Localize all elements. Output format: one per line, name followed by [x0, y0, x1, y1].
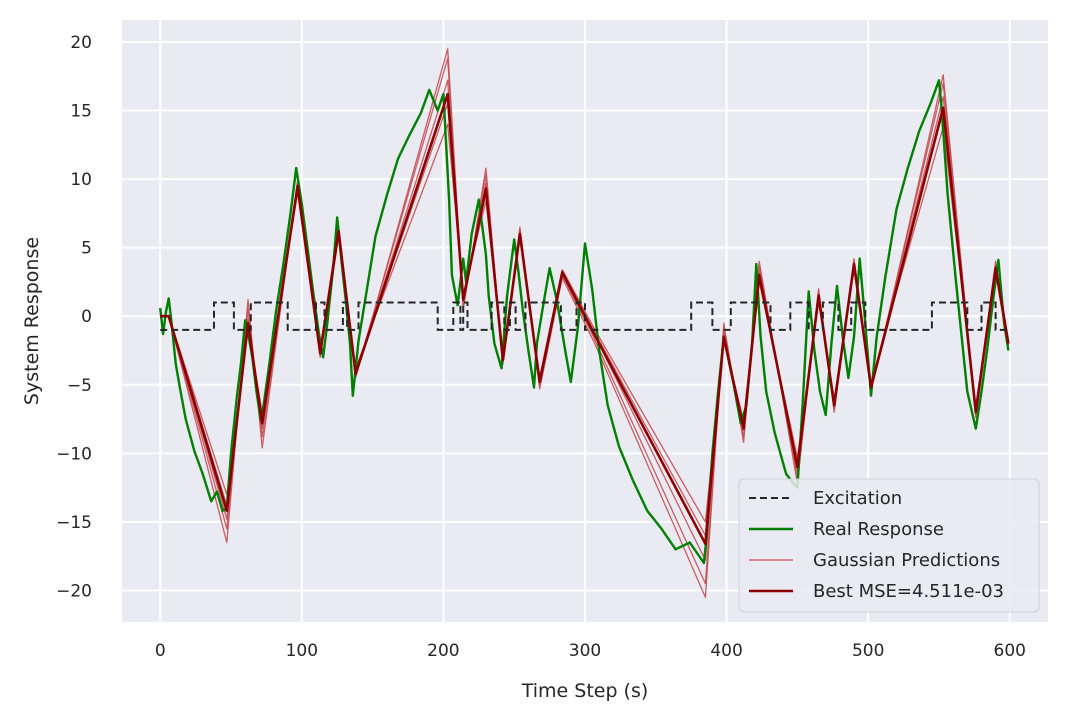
y-tick-label: 10 — [70, 170, 92, 190]
best-mse-line — [160, 92, 1010, 546]
series-layer — [159, 48, 1010, 598]
y-tick-label: 0 — [81, 307, 92, 327]
legend: Excitation Real Response Gaussian Predicti… — [738, 478, 1040, 613]
real-response-line — [159, 79, 1010, 565]
x-tick-labels: 0 100 200 300 400 500 600 — [155, 641, 1026, 661]
legend-label-gaussian: Gaussian Predictions — [813, 550, 1000, 571]
legend-label-real: Real Response — [813, 519, 944, 540]
y-tick-label: 15 — [70, 102, 92, 122]
y-tick-label: −5 — [67, 376, 92, 396]
excitation-line — [160, 301, 1007, 331]
x-tick-label: 600 — [994, 641, 1026, 661]
legend-label-best: Best MSE=4.511e-03 — [813, 581, 1004, 602]
y-tick-label: −15 — [56, 513, 92, 533]
grid — [122, 20, 1048, 622]
x-axis-label: Time Step (s) — [521, 680, 649, 702]
y-tick-labels: −20 −15 −10 −5 0 5 10 15 20 — [56, 33, 92, 602]
y-tick-label: 20 — [70, 33, 92, 53]
x-tick-label: 200 — [427, 641, 459, 661]
x-tick-label: 100 — [286, 641, 318, 661]
x-tick-label: 300 — [569, 641, 601, 661]
y-axis-label: System Response — [21, 237, 43, 405]
x-tick-label: 400 — [710, 641, 742, 661]
legend-box — [738, 478, 1040, 613]
x-tick-label: 0 — [155, 641, 166, 661]
y-tick-label: −10 — [56, 444, 92, 464]
y-tick-label: −20 — [56, 581, 92, 601]
y-tick-label: 5 — [81, 239, 92, 259]
legend-label-excitation: Excitation — [813, 488, 902, 509]
x-tick-label: 500 — [852, 641, 884, 661]
